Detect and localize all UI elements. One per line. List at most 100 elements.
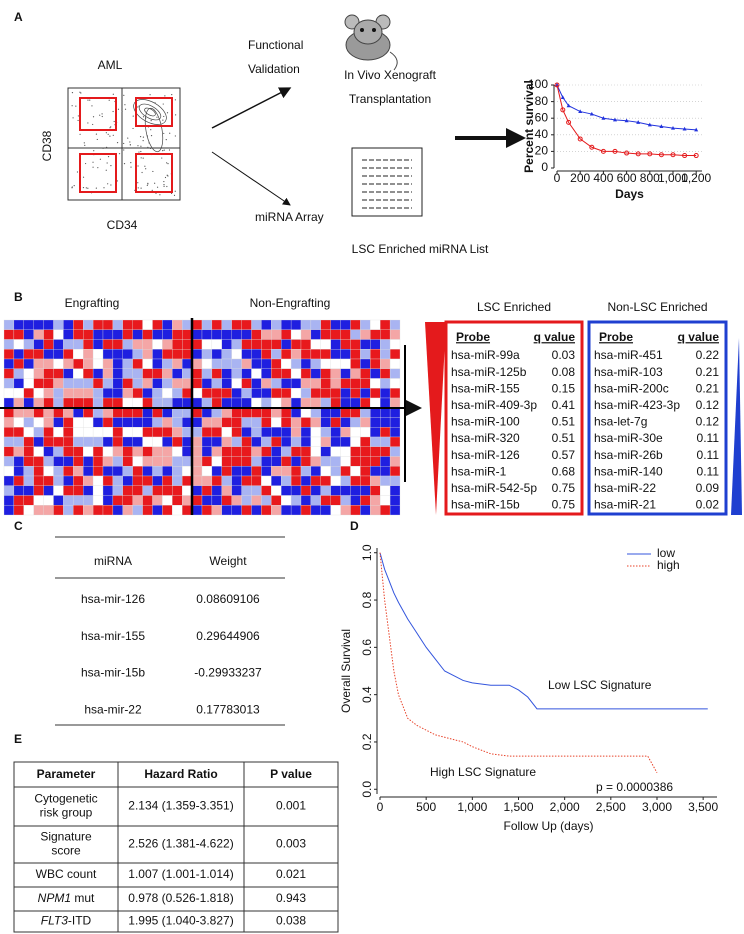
flow-dot [174,135,176,137]
heat-cell [211,436,222,447]
heat-cell [162,485,173,496]
heat-cell [380,485,391,496]
heat-cell [182,407,193,418]
flow-dot [140,157,142,159]
heat-cell [340,358,351,369]
flow-dot [161,157,163,159]
x-tick-label: 3,500 [688,800,718,814]
heat-cell [182,485,193,496]
heat-cell [63,397,74,408]
heat-cell [271,417,282,428]
heat-cell [112,436,123,447]
flow-dot [95,133,98,135]
heatmap [3,319,401,516]
heat-cell [221,407,232,418]
heat-cell [360,466,371,477]
heat-cell [380,329,391,340]
heat-cell [43,436,54,447]
heat-cell [112,407,123,418]
flow-dot [107,156,110,158]
heat-cell [3,319,15,330]
flow-dot [97,167,99,169]
heat-cell [43,407,54,418]
flow-dot [146,135,149,137]
sample-title: AML [98,58,123,72]
heat-cell [43,368,54,379]
heat-cell [281,388,292,399]
flow-dot [154,102,156,104]
heat-cell [281,505,292,516]
heat-cell [43,329,54,340]
heat-cell [300,466,312,477]
heat-cell [281,349,292,360]
heat-cell [122,407,133,418]
heat-cell [43,446,54,457]
flow-dot [107,183,109,185]
flow-dot [73,185,75,187]
heat-cell [122,349,133,360]
heat-cell [350,475,361,486]
arrow [211,87,292,129]
heat-cell [33,505,44,516]
heat-cell [320,368,331,379]
flow-dot [150,135,153,137]
heat-cell [281,475,292,486]
heat-cell [271,505,282,516]
heat-cell [370,485,381,496]
heat-cell [13,319,24,330]
heat-cell [102,397,114,408]
column-header: q value [678,330,720,344]
flow-dot [141,171,143,174]
heat-cell [261,339,272,350]
heat-cell [73,505,84,516]
y-tick-label: 60 [535,110,549,124]
heat-cell [360,319,371,330]
flow-dot [163,180,165,183]
flow-dot [129,144,131,146]
heat-cell [191,407,203,418]
flow-dot [137,106,139,108]
panel-label: B [14,290,23,304]
table-cell: 0.21 [696,381,720,395]
table-cell: 0.57 [552,448,576,462]
heat-cell [290,349,302,360]
heat-cell [281,397,292,408]
heat-cell [162,466,173,477]
flow-dot [105,132,107,134]
heat-cell [13,485,24,496]
table-cell: 2.134 (1.359-3.351) [128,799,233,813]
column-header: Probe [599,330,633,344]
heat-cell [389,329,401,340]
heat-cell [191,417,203,428]
heat-cell [112,456,123,467]
heat-cell [83,417,94,428]
heat-cell [13,397,24,408]
heat-cell [221,495,232,506]
heat-cell [201,475,213,486]
heat-cell [152,485,163,496]
table-cell: 0.51 [552,431,576,445]
heat-cell [53,319,64,330]
flow-dot [77,115,79,117]
column-header: Weight [209,554,247,568]
heat-cell [380,427,391,438]
heat-cell [172,466,183,477]
series-line [379,552,708,710]
flow-dot [123,149,125,151]
heat-cell [92,329,104,340]
heat-cell [142,397,153,408]
table-cell: 1.007 (1.001-1.014) [128,867,233,881]
heat-cell [290,475,302,486]
heat-cell [63,495,74,506]
heat-cell [102,388,114,399]
heat-cell [300,456,312,467]
heat-cell [211,319,222,330]
point [577,136,583,142]
heat-cell [63,417,74,428]
flow-dot [155,192,157,194]
heat-cell [231,358,242,369]
heat-cell [330,466,341,477]
heat-cell [132,388,143,399]
heat-cell [13,475,24,486]
column-header: Hazard Ratio [144,767,217,781]
